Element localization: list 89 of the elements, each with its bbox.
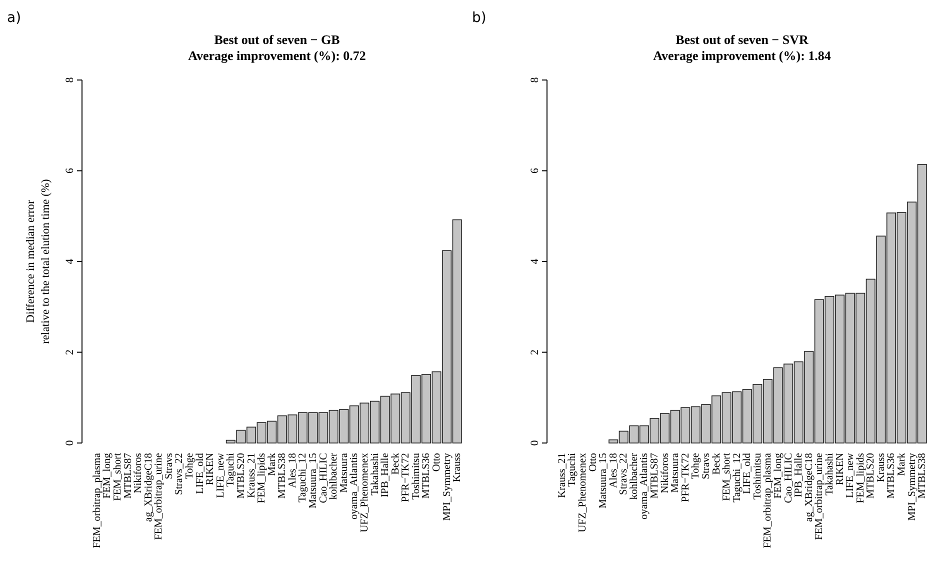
x-tick-label: Taguchi bbox=[567, 452, 578, 487]
x-tick-label: Cao_HILIC bbox=[318, 453, 330, 504]
x-tick-label: MTBLS38 bbox=[917, 453, 928, 499]
x-tick-label: MTBLS20 bbox=[866, 453, 877, 499]
x-tick-label: Taguchi_12 bbox=[298, 453, 309, 502]
x-tick-label: Ales_18 bbox=[608, 453, 620, 488]
chart-title: Best out of seven − GB bbox=[214, 32, 340, 47]
x-tick-label: oyama_Atlantis bbox=[639, 453, 650, 520]
x-tick-label: Stravs_22 bbox=[174, 453, 186, 495]
x-tick-label: MTBLS87 bbox=[650, 453, 661, 499]
x-tick-label: MTBLS36 bbox=[421, 453, 432, 499]
x-tick-label: MTBLS36 bbox=[886, 453, 898, 499]
x-tick-label: Toshimitsu bbox=[752, 452, 764, 500]
x-tick-label: FEM_lipids bbox=[256, 453, 268, 504]
x-tick-label: Takahashi bbox=[370, 452, 381, 496]
y-tick-label: 0 bbox=[64, 440, 76, 446]
x-tick-label: Otto bbox=[588, 453, 599, 472]
x-tick-label: oyama_Atlantis bbox=[349, 453, 360, 520]
y-tick-label: 6 bbox=[529, 168, 541, 174]
x-tick-label: MTBLS20 bbox=[236, 453, 247, 499]
x-tick-label: Nikiforos bbox=[133, 453, 144, 494]
x-tick-label: Krauss_21 bbox=[556, 453, 568, 498]
x-tick-label: kohlbacher bbox=[328, 452, 340, 500]
y-tick-label: 8 bbox=[64, 76, 76, 83]
x-tick-label: MTBLS38 bbox=[277, 453, 288, 499]
x-tick-label: FEM_short bbox=[112, 452, 124, 501]
x-tick-label: Matsuura_15 bbox=[598, 453, 610, 508]
x-tick-label: Otto bbox=[432, 453, 443, 472]
x-tick-label: ag_XBridgeC18 bbox=[804, 453, 815, 522]
x-tick-label: FEM_short bbox=[722, 452, 733, 501]
x-tick-label: Nikiforos bbox=[660, 453, 671, 494]
y-tick-label: 2 bbox=[529, 350, 541, 355]
x-tick-label: Taguchi bbox=[226, 452, 237, 487]
x-tick-label: Tohge bbox=[690, 452, 702, 480]
x-tick-label: PFR−TK72 bbox=[680, 453, 692, 502]
x-tick-label: Stravs bbox=[164, 453, 175, 480]
text: b) bbox=[472, 10, 486, 26]
x-tick-label: FEM_long bbox=[102, 452, 114, 499]
x-tick-label: Tohge bbox=[184, 452, 196, 480]
x-tick-label: Krauss_21 bbox=[246, 453, 258, 498]
x-tick-label: Taguchi_12 bbox=[732, 453, 743, 502]
y-tick-label: 4 bbox=[64, 258, 76, 264]
x-tick-label: FEM_long bbox=[773, 452, 784, 499]
x-tick-label: RIKEN bbox=[834, 452, 846, 486]
y-tick-label: 8 bbox=[529, 76, 541, 83]
x-tick-label: Ales_18 bbox=[287, 453, 298, 488]
x-tick-label: Takahashi bbox=[824, 452, 836, 496]
text: a) bbox=[7, 10, 22, 26]
x-tick-label: Toshimitsu bbox=[410, 452, 422, 500]
x-tick-label: IPB_Halle bbox=[380, 452, 392, 498]
x-tick-label: FEM_orbitrap_plasma bbox=[762, 452, 774, 548]
x-tick-label: Matsuura bbox=[338, 452, 350, 493]
x-tick-label: MTBLS87 bbox=[122, 453, 134, 499]
chart-title: Best out of seven − SVR bbox=[676, 32, 809, 47]
y-tick-label: 4 bbox=[529, 258, 541, 264]
y-tick-label: 0 bbox=[529, 440, 541, 446]
x-tick-label: MPI_Symmetry bbox=[442, 452, 453, 521]
x-tick-label: Beck bbox=[711, 452, 722, 475]
x-tick-label: ag_XBridgeC18 bbox=[143, 453, 154, 522]
x-tick-label: FEM_orbitrap_urine bbox=[154, 452, 165, 540]
y-axis-title: Difference in median error relative to the total elution time (%) bbox=[25, 178, 52, 344]
x-tick-label: Cao_HILIC bbox=[783, 453, 794, 504]
x-tick-label: Stravs bbox=[700, 453, 712, 480]
x-tick-label: Mark bbox=[896, 452, 908, 476]
x-tick-label: Krauss bbox=[452, 453, 464, 482]
chart-subtitle: Average improvement (%): 1.84 bbox=[653, 48, 832, 63]
x-tick-label: MPI_Symmetry bbox=[906, 452, 918, 521]
x-tick-label: UFZ_Phenomenex bbox=[577, 452, 588, 532]
x-tick-label: Stravs_22 bbox=[618, 453, 630, 495]
x-tick-label: FEM_lipids bbox=[855, 453, 866, 504]
x-tick-label: kohlbacher bbox=[628, 452, 640, 500]
x-tick-label: Matsuura_15 bbox=[308, 453, 320, 508]
x-tick-label: Mark bbox=[266, 452, 278, 476]
x-tick-label: RIKEN bbox=[205, 452, 216, 486]
x-tick-label: LIFE_new bbox=[215, 452, 226, 498]
y-tick-label: 6 bbox=[64, 168, 76, 174]
x-tick-label: Krauss bbox=[876, 453, 887, 482]
chart-subtitle: Average improvement (%): 0.72 bbox=[188, 48, 366, 63]
x-tick-label: UFZ_Phenomenex bbox=[359, 452, 370, 532]
x-tick-label: Beck bbox=[390, 452, 402, 475]
x-tick-label: LIFE_old bbox=[194, 452, 206, 494]
x-tick-label: LIFE_new bbox=[845, 452, 856, 498]
x-tick-label: FEM_orbitrap_plasma bbox=[92, 452, 103, 548]
x-tick-label: IPB_Halle bbox=[794, 452, 805, 498]
y-tick-label: 2 bbox=[64, 350, 76, 355]
x-tick-label: FEM_orbitrap_urine bbox=[814, 452, 826, 540]
x-tick-label: Matsuura bbox=[670, 452, 682, 493]
x-tick-label: PFR−TK72 bbox=[400, 453, 412, 502]
x-tick-label: LIFE_old bbox=[742, 452, 754, 494]
